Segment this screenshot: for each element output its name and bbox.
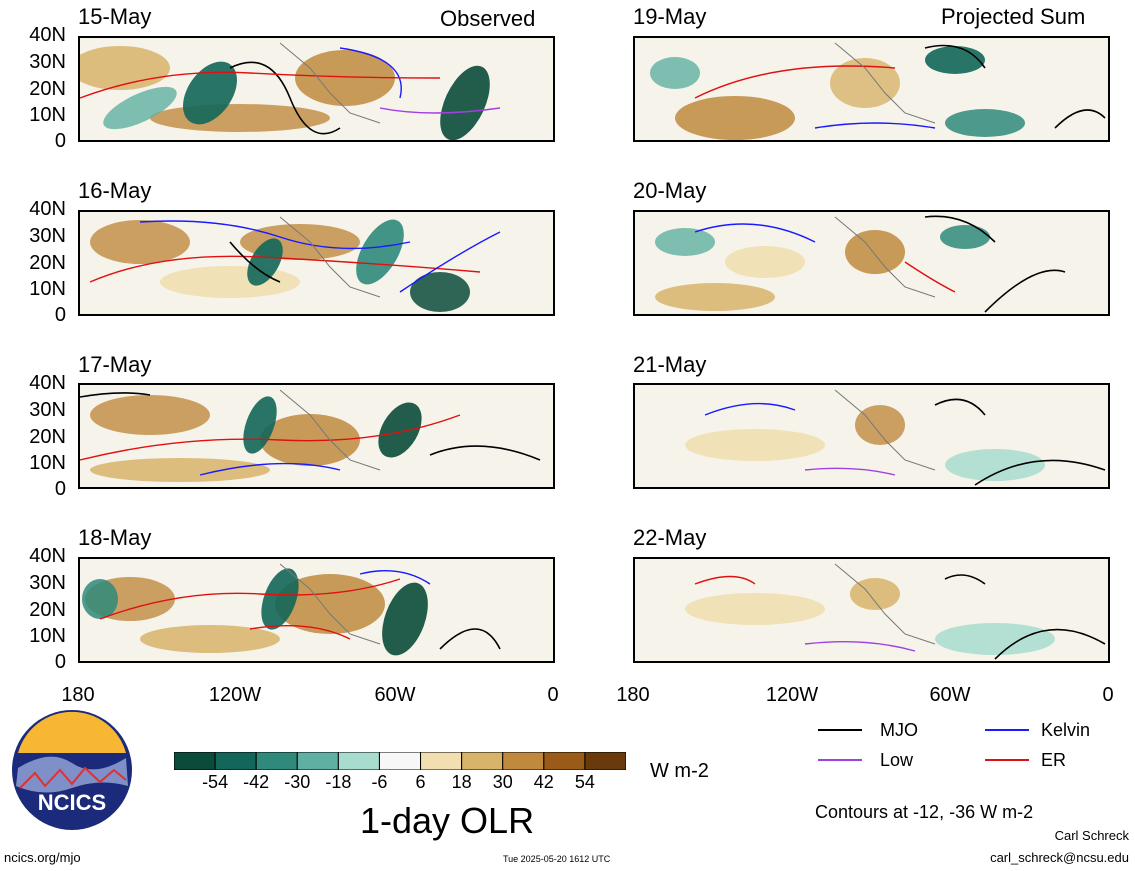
date-label-19-may: 19-May xyxy=(633,4,707,29)
legend-low-line xyxy=(818,759,862,761)
colorbar-tick-label: -30 xyxy=(284,772,311,792)
lat-label-0: 0 xyxy=(54,130,66,152)
lat-label-20n: 20N xyxy=(29,426,66,448)
colorbar-title: 1-day OLR xyxy=(360,800,535,841)
lat-label-30n: 30N xyxy=(29,572,66,594)
legend-mjo-label: MJO xyxy=(880,720,918,740)
colorbar-swatch xyxy=(461,751,504,771)
footer-author: Carl Schreck xyxy=(1054,828,1129,843)
legend-kelvin-label: Kelvin xyxy=(1041,720,1091,740)
lon-label-180-right: 180 xyxy=(616,684,650,706)
lat-label-30n: 30N xyxy=(29,399,66,421)
lat-label-40n: 40N xyxy=(29,545,66,567)
colorbar-swatch xyxy=(502,751,545,771)
colorbar-swatch xyxy=(214,751,257,771)
colorbar-tick-label: 18 xyxy=(451,772,472,792)
map-panel-15-may xyxy=(78,36,555,142)
footer-url: ncics.org/mjo xyxy=(4,850,81,865)
colorbar-tick-label: 6 xyxy=(415,772,426,792)
map-panel-20-may xyxy=(633,210,1110,316)
lat-label-20n: 20N xyxy=(29,599,66,621)
lon-label-120w-right: 120W xyxy=(765,684,819,706)
lon-label-60w-left: 60W xyxy=(374,684,416,706)
date-label-16-may: 16-May xyxy=(78,178,152,203)
lon-label-0-left: 0 xyxy=(547,684,559,706)
colorbar-tick-label: -54 xyxy=(202,772,229,792)
colorbar-swatch xyxy=(584,751,627,771)
colorbar-tick-label: -6 xyxy=(371,772,388,792)
colorbar-tick-label: 42 xyxy=(533,772,554,792)
date-label-15-may: 15-May xyxy=(78,4,152,29)
map-panel-16-may xyxy=(78,210,555,316)
map-panel-17-may xyxy=(78,383,555,489)
lat-label-0: 0 xyxy=(54,651,66,673)
date-label-18-may: 18-May xyxy=(78,525,152,550)
colorbar-tick-label: -18 xyxy=(325,772,352,792)
lat-label-30n: 30N xyxy=(29,51,66,73)
colorbar-swatch xyxy=(255,751,298,771)
map-panel-19-may xyxy=(633,36,1110,142)
logo-text: NCICS xyxy=(38,790,106,815)
legend-low-label: Low xyxy=(880,750,914,770)
colorbar xyxy=(173,751,627,771)
lat-label-40n: 40N xyxy=(29,372,66,394)
projected-header: Projected Sum xyxy=(941,4,1086,29)
lat-label-0: 0 xyxy=(54,478,66,500)
legend-er-line xyxy=(985,759,1029,761)
legend-er-label: ER xyxy=(1041,750,1067,770)
map-panel-22-may xyxy=(633,557,1110,663)
date-label-17-may: 17-May xyxy=(78,352,152,377)
map-panel-21-may xyxy=(633,383,1110,489)
date-label-21-may: 21-May xyxy=(633,352,707,377)
colorbar-tick-label: 30 xyxy=(492,772,513,792)
observed-header: Observed xyxy=(440,6,536,31)
footer-timestamp: Tue 2025-05-20 1612 UTC xyxy=(503,854,611,864)
colorbar-units: W m-2 xyxy=(650,760,709,782)
lat-label-10n: 10N xyxy=(29,452,66,474)
colorbar-swatch xyxy=(378,751,422,771)
lat-label-10n: 10N xyxy=(29,625,66,647)
colorbar-swatch xyxy=(420,751,463,771)
legend-kelvin-line xyxy=(985,729,1029,731)
lon-label-180-left: 180 xyxy=(61,684,95,706)
date-label-22-may: 22-May xyxy=(633,525,707,550)
lat-label-40n: 40N xyxy=(29,198,66,220)
lat-label-20n: 20N xyxy=(29,252,66,274)
ncics-logo: NCICS xyxy=(10,708,134,832)
date-label-20-may: 20-May xyxy=(633,178,707,203)
lat-label-10n: 10N xyxy=(29,278,66,300)
lon-label-0-right: 0 xyxy=(1102,684,1114,706)
lon-label-120w-left: 120W xyxy=(208,684,262,706)
contours-note: Contours at -12, -36 W m-2 xyxy=(815,802,1034,822)
map-panel-18-may xyxy=(78,557,555,663)
lon-label-60w-right: 60W xyxy=(929,684,971,706)
lat-label-0: 0 xyxy=(54,304,66,326)
lat-label-30n: 30N xyxy=(29,225,66,247)
colorbar-swatch xyxy=(337,751,380,771)
colorbar-swatch xyxy=(173,751,216,771)
footer-email: carl_schreck@ncsu.edu xyxy=(990,850,1129,865)
lat-label-20n: 20N xyxy=(29,78,66,100)
lat-label-10n: 10N xyxy=(29,104,66,126)
colorbar-swatch xyxy=(296,751,339,771)
colorbar-tick-label: 54 xyxy=(574,772,595,792)
colorbar-swatch xyxy=(543,751,586,771)
lat-label-40n: 40N xyxy=(29,24,66,46)
colorbar-tick-label: -42 xyxy=(243,772,270,792)
legend-mjo-line xyxy=(818,729,862,731)
